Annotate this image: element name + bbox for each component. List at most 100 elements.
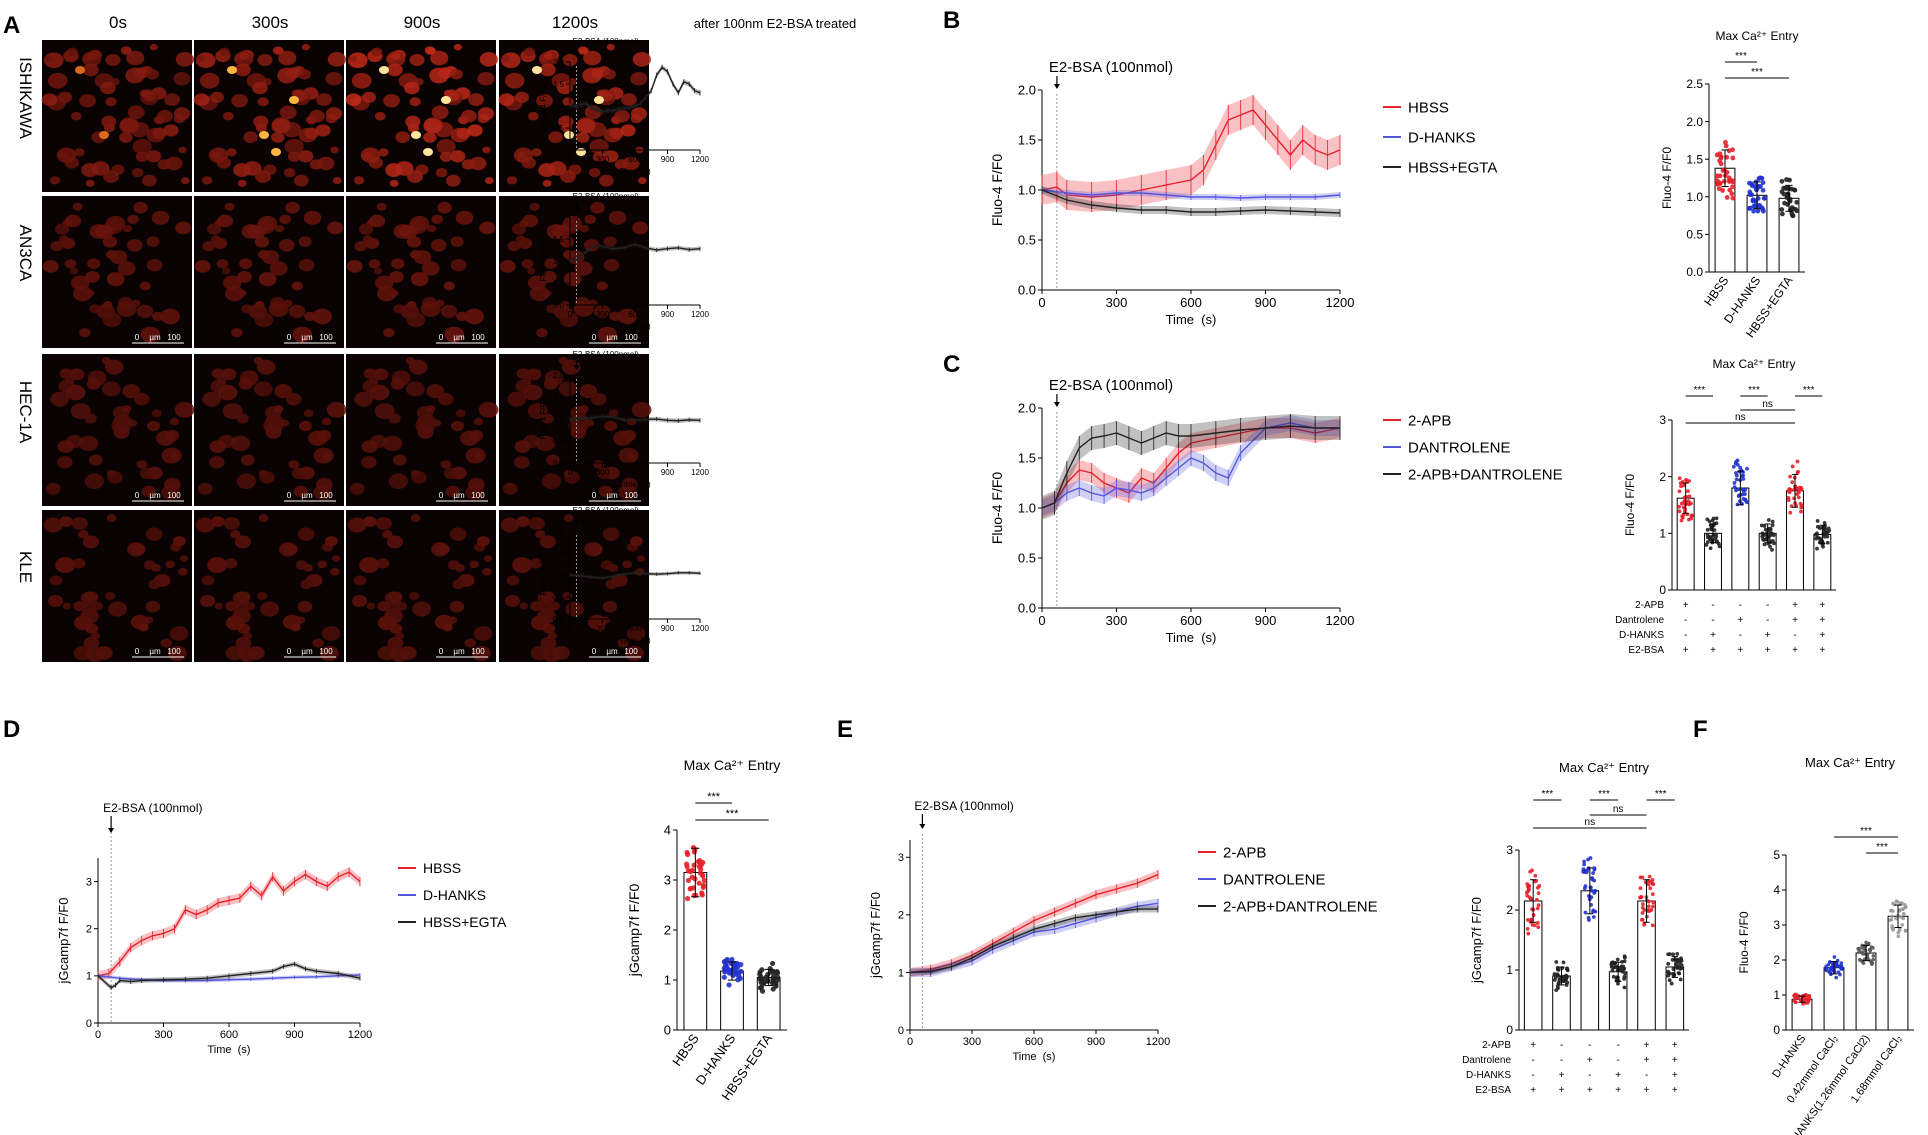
cell	[146, 236, 160, 247]
data-point	[1826, 962, 1831, 967]
cell	[151, 210, 170, 225]
cell	[122, 405, 132, 413]
condition-name: 2-APB	[1482, 1040, 1511, 1051]
scale-bar-end: 100	[471, 647, 485, 656]
data-point	[1615, 977, 1620, 981]
x-tick-label: 0	[1038, 613, 1045, 628]
cell	[347, 517, 367, 533]
x-axis-label: Time (s)	[1166, 630, 1217, 645]
cell	[598, 485, 613, 498]
cell	[431, 542, 450, 557]
cell	[481, 567, 492, 576]
data-point	[1751, 197, 1757, 203]
cell	[620, 124, 636, 137]
chart-title: Max Ca²⁺ Entry	[684, 757, 781, 773]
y-tick-label: 0	[1506, 1023, 1513, 1037]
y-tick-label: 3	[1773, 918, 1780, 932]
scale-bar-unit: µm	[149, 333, 161, 342]
data-point	[1793, 1000, 1798, 1004]
cell-line-hec1a: HEC-1A	[16, 381, 35, 444]
cell	[386, 535, 403, 549]
cell	[290, 623, 301, 632]
data-point	[1743, 497, 1748, 502]
data-point	[1638, 886, 1643, 891]
chart-title: Max Ca²⁺ Entry	[1715, 29, 1798, 43]
cell	[223, 369, 232, 376]
cell	[440, 304, 458, 318]
cell	[630, 536, 643, 547]
cell	[222, 111, 234, 121]
cell	[297, 527, 315, 541]
cell	[412, 601, 431, 617]
cell	[516, 368, 530, 379]
data-point	[1732, 485, 1737, 490]
data-point	[1552, 972, 1557, 976]
cell	[360, 147, 381, 163]
cell	[605, 579, 618, 590]
cell	[82, 602, 97, 615]
cell	[531, 148, 542, 157]
cell	[366, 602, 376, 610]
cell	[369, 384, 390, 401]
cell	[514, 440, 531, 453]
cell	[237, 271, 252, 283]
cell	[330, 146, 339, 154]
condition-mark: +	[1765, 645, 1771, 656]
cell	[234, 602, 249, 615]
cell	[439, 151, 453, 162]
panel-letter-d: D	[3, 716, 20, 743]
cell	[237, 179, 247, 187]
bright-cell	[423, 148, 433, 156]
cell	[513, 147, 534, 163]
cell	[292, 326, 313, 343]
cell	[79, 328, 91, 338]
data-point	[699, 892, 705, 898]
cell	[443, 467, 459, 480]
y-tick-label: 1.5	[1018, 133, 1036, 148]
data-point	[1526, 931, 1531, 936]
cell	[300, 579, 313, 590]
data-point	[1782, 200, 1787, 206]
bar-chart-b-bar: 0.0 0.5 1.0 1.5 2.0 2.5 Fluo-4 F/F0 Max Ca²⁺ En…	[1660, 29, 1805, 340]
significance-label: ***	[1748, 385, 1760, 396]
cell	[304, 311, 316, 322]
scale-bar-start: 0	[439, 491, 444, 500]
micrograph-tile	[41, 40, 195, 192]
cell	[389, 179, 399, 187]
cell	[298, 150, 314, 163]
time-header-1200s: 1200s	[552, 13, 598, 32]
cell	[413, 250, 432, 265]
cell	[432, 419, 442, 427]
cell	[297, 600, 313, 613]
significance-label: ***	[1803, 385, 1815, 396]
cell	[519, 602, 529, 610]
cell	[50, 241, 64, 252]
condition-mark: -	[1739, 630, 1742, 641]
cell	[271, 132, 285, 143]
significance-label: ***	[1598, 789, 1610, 800]
cell	[539, 535, 556, 549]
cell	[469, 560, 480, 569]
y-tick-label: 1.5	[553, 80, 565, 89]
data-point	[1825, 540, 1830, 545]
cell	[435, 167, 448, 178]
cell	[484, 177, 494, 185]
cell	[626, 626, 646, 641]
x-tick-label: 300	[963, 1036, 981, 1048]
data-point	[1677, 971, 1682, 976]
data-point	[1745, 466, 1749, 471]
micrograph-tile: 0 µm 100	[42, 196, 192, 348]
y-tick-label: 0.0	[553, 459, 565, 468]
data-point	[1734, 477, 1739, 482]
cell	[579, 224, 590, 233]
cell	[142, 90, 157, 102]
condition-mark: +	[1737, 615, 1743, 626]
cell	[210, 91, 225, 103]
data-point	[1687, 517, 1691, 522]
data-point	[1730, 155, 1736, 161]
data-point	[761, 980, 767, 986]
cell	[389, 647, 409, 662]
data-point	[722, 969, 728, 975]
cell	[135, 151, 149, 162]
cell	[512, 223, 527, 235]
